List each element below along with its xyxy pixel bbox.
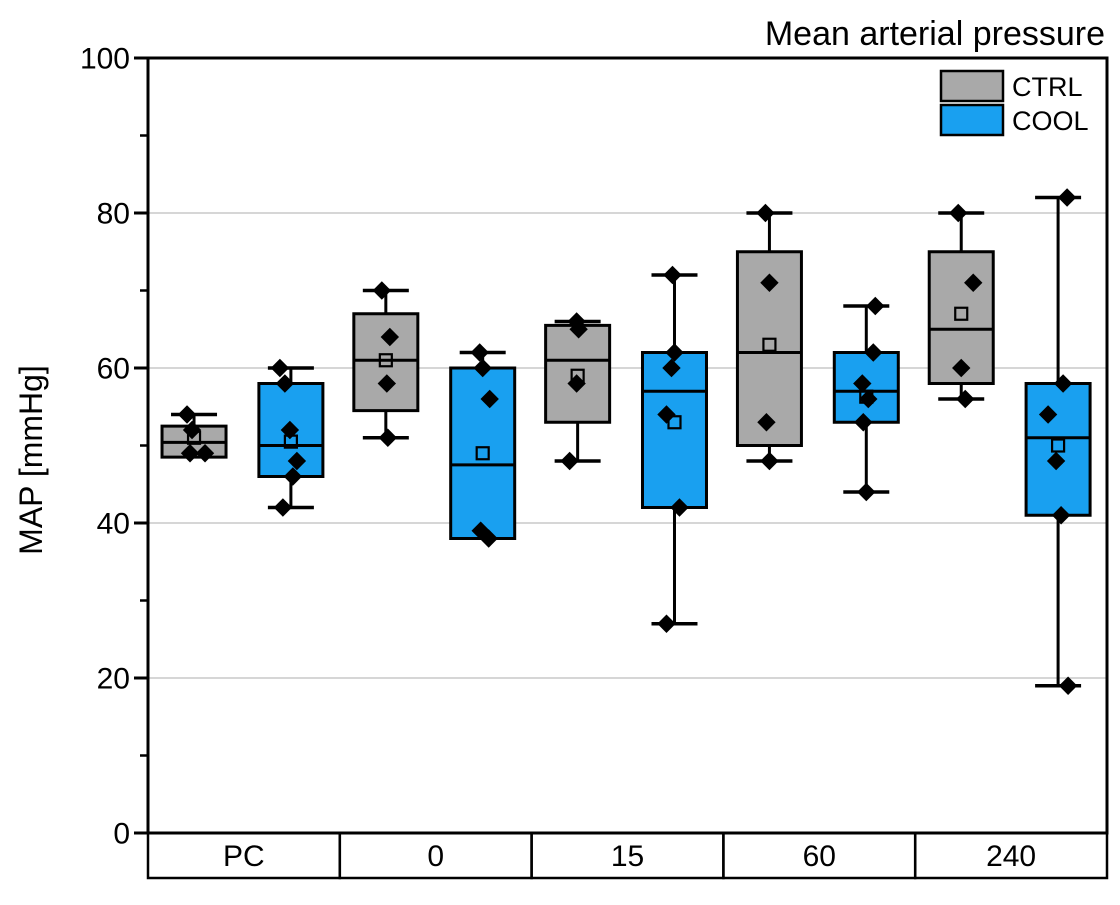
box-rect xyxy=(640,351,708,509)
box-group-COOL-PC xyxy=(257,358,325,517)
data-point xyxy=(665,343,684,362)
data-point xyxy=(287,451,307,471)
x-category-label-0: 0 xyxy=(427,840,444,873)
x-category-label-15: 15 xyxy=(611,840,644,873)
data-point xyxy=(273,498,293,517)
data-point xyxy=(1058,676,1078,695)
box-rect xyxy=(544,323,612,424)
data-point xyxy=(859,389,878,409)
data-point xyxy=(1038,405,1058,424)
data-point xyxy=(195,444,215,463)
legend-label-ctrl: CTRL xyxy=(1012,72,1083,102)
data-point xyxy=(857,482,876,502)
data-point xyxy=(670,498,689,517)
box-group-CTRL-15 xyxy=(544,312,612,471)
data-point xyxy=(275,374,295,393)
data-point xyxy=(180,444,200,463)
data-point xyxy=(964,273,983,292)
box-rect xyxy=(352,312,420,413)
box-group-CTRL-0 xyxy=(352,281,420,447)
y-tick-label-20: 20 xyxy=(97,663,130,696)
data-point xyxy=(864,343,883,362)
box-series-layer xyxy=(160,188,1092,695)
chart-title: Mean arterial pressure xyxy=(765,15,1105,53)
data-point xyxy=(949,203,968,223)
data-point xyxy=(1057,188,1077,207)
data-point xyxy=(1046,451,1066,471)
data-point xyxy=(473,358,492,378)
y-tick-label-60: 60 xyxy=(97,353,130,386)
data-point xyxy=(956,389,975,409)
box-group-CTRL-60 xyxy=(735,203,803,471)
data-point xyxy=(377,374,397,393)
x-category-label-240: 240 xyxy=(986,840,1036,873)
data-point xyxy=(378,428,398,447)
data-point xyxy=(663,265,682,285)
data-point xyxy=(1053,374,1073,393)
data-point xyxy=(760,273,779,292)
mean-marker xyxy=(475,446,490,461)
data-point xyxy=(757,413,776,432)
data-point xyxy=(372,281,392,300)
mean-marker xyxy=(762,337,777,352)
data-point xyxy=(657,614,676,633)
y-tick-label-80: 80 xyxy=(97,198,130,231)
data-point xyxy=(866,296,885,316)
data-point xyxy=(479,529,498,548)
box-rect xyxy=(449,366,517,540)
y-axis-tick-labels: 0 20 40 60 80 100 xyxy=(80,43,130,851)
data-point xyxy=(760,451,779,471)
data-point xyxy=(853,374,872,393)
y-axis-title: MAP [mmHg] xyxy=(13,365,49,555)
x-category-label-60: 60 xyxy=(803,840,836,873)
data-point xyxy=(952,358,971,378)
x-category-cell-240 xyxy=(913,831,1109,880)
box-group-CTRL-PC xyxy=(160,405,228,463)
y-tick-label-100: 100 xyxy=(80,43,130,76)
y-tick-label-0: 0 xyxy=(113,818,130,851)
data-point xyxy=(567,374,586,393)
data-point xyxy=(662,358,681,378)
legend: CTRL COOL xyxy=(939,69,1089,137)
mean-marker xyxy=(667,415,682,430)
x-category-label-PC: PC xyxy=(223,840,265,873)
legend-label-cool: COOL xyxy=(1012,106,1089,136)
mean-marker xyxy=(1050,438,1066,453)
data-point xyxy=(854,413,873,432)
legend-swatch-cool xyxy=(939,103,1005,137)
data-point xyxy=(182,420,202,440)
data-point xyxy=(470,343,489,362)
data-point xyxy=(380,327,400,347)
box-group-COOL-60 xyxy=(832,296,900,502)
legend-swatch-ctrl xyxy=(939,69,1005,103)
y-axis-ticks xyxy=(134,56,148,835)
data-point xyxy=(569,320,588,339)
data-point xyxy=(1051,506,1071,525)
box-group-COOL-240 xyxy=(1024,188,1092,695)
data-point xyxy=(270,358,290,378)
data-point xyxy=(480,389,499,409)
mean-marker xyxy=(378,353,393,368)
data-point xyxy=(280,420,300,440)
x-axis-category-row: PC 0 15 60 240 xyxy=(146,831,1109,880)
box-group-COOL-0 xyxy=(449,343,517,548)
data-point xyxy=(560,451,579,471)
mean-marker xyxy=(954,306,969,321)
data-point xyxy=(283,467,303,486)
box-group-COOL-15 xyxy=(640,265,708,633)
data-point xyxy=(756,203,775,223)
data-point xyxy=(177,405,197,424)
box-group-CTRL-240 xyxy=(927,203,995,409)
y-tick-label-40: 40 xyxy=(97,508,130,541)
data-point xyxy=(657,405,676,424)
box-rect xyxy=(1024,382,1092,517)
